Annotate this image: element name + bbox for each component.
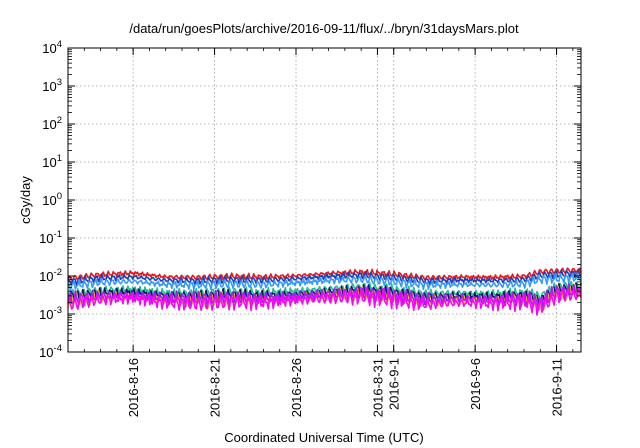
x-tick-label: 2016-8-21	[208, 358, 223, 417]
y-axis-label: cGy/day	[18, 176, 33, 224]
x-tick-label: 2016-9-6	[468, 358, 483, 410]
series-line	[67, 267, 582, 281]
series-line	[67, 269, 582, 287]
y-tick-label: 10-3	[39, 305, 62, 322]
series-layer	[67, 267, 582, 316]
chart-title: /data/run/goesPlots/archive/2016-09-11/f…	[129, 21, 519, 36]
y-tick-label: 101	[42, 153, 62, 170]
x-tick-label: 2016-9-1	[387, 358, 402, 410]
y-tick-label: 102	[42, 115, 62, 132]
x-tick-label: 2016-8-31	[370, 358, 385, 417]
y-tick-label: 10-2	[39, 267, 62, 284]
tick-layer	[67, 47, 581, 353]
y-tick-label: 10-1	[39, 229, 62, 246]
y-tick-label: 10-4	[39, 343, 62, 360]
label-layer: 10-4 10-3 10-2 10-1 100 101 102 103 104 2016-8-16…	[39, 39, 564, 417]
y-tick-label: 104	[42, 39, 62, 56]
series-line	[67, 287, 582, 316]
x-tick-label: 2016-8-16	[126, 358, 141, 417]
x-axis-label: Coordinated Universal Time (UTC)	[224, 430, 423, 445]
x-tick-label: 2016-8-26	[289, 358, 304, 417]
y-tick-label: 103	[42, 77, 62, 94]
x-tick-label: 2016-9-11	[550, 358, 565, 416]
y-tick-label: 100	[42, 191, 62, 208]
series-line	[67, 272, 582, 292]
